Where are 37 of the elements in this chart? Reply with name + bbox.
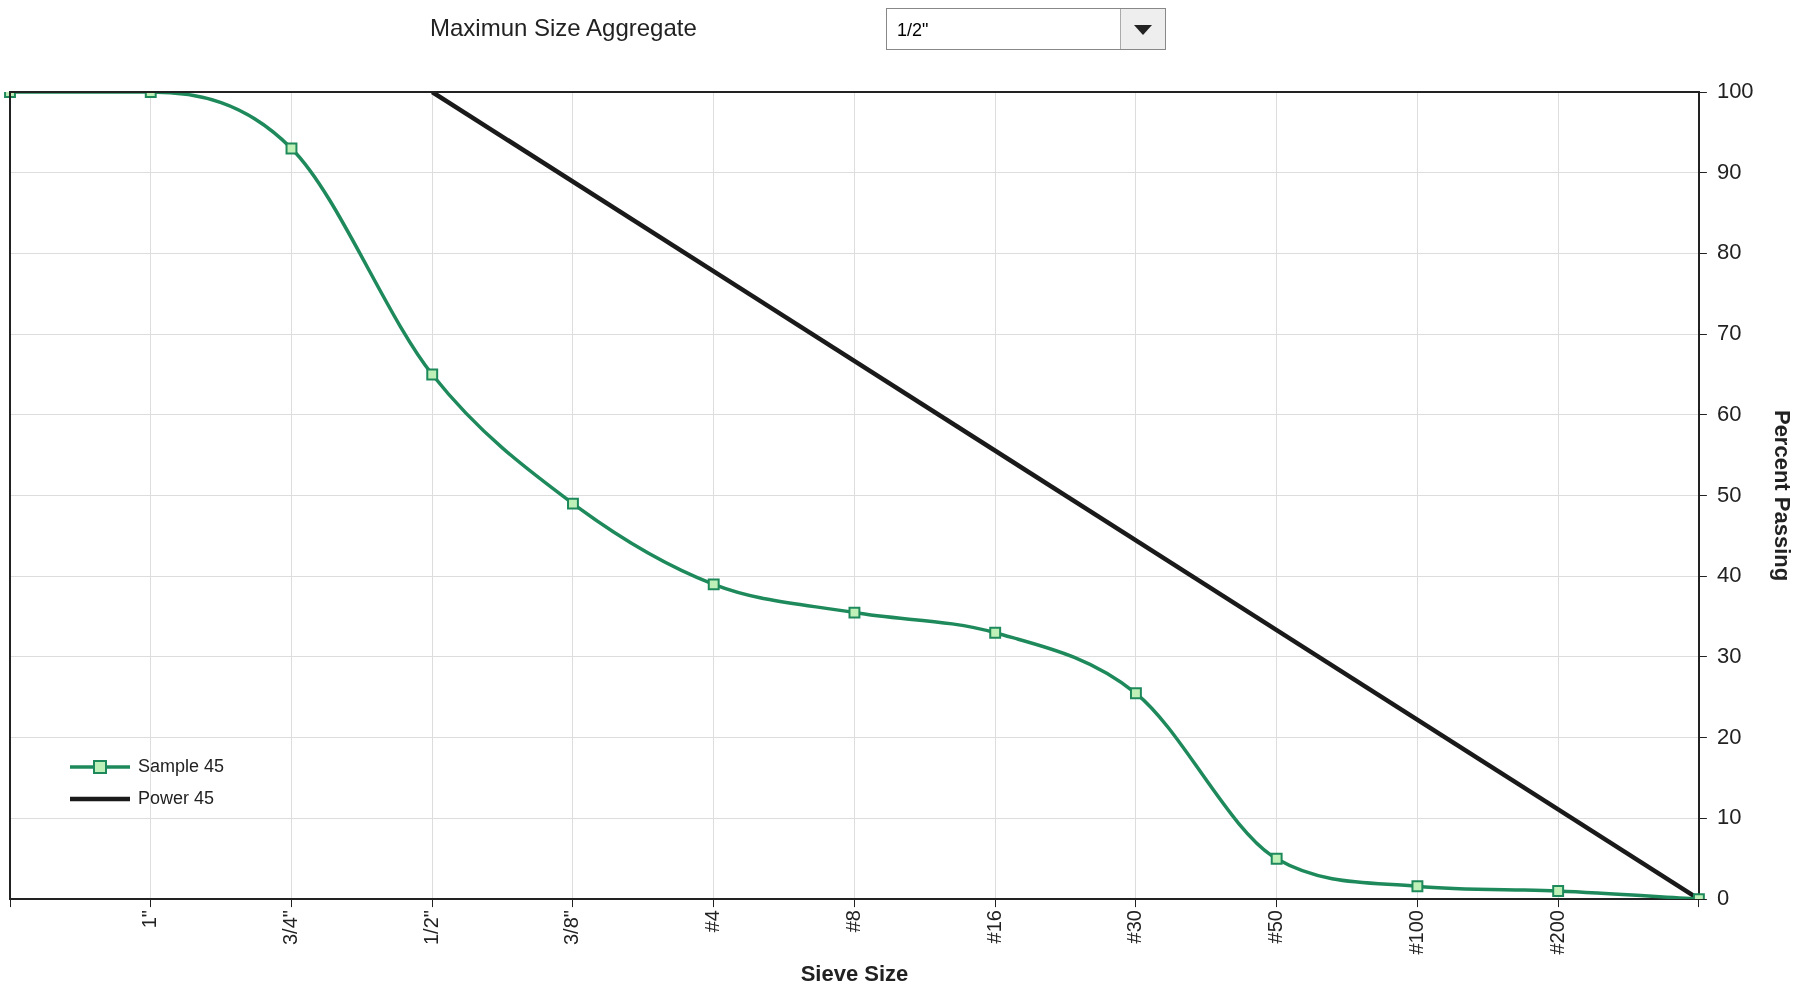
point bbox=[567, 497, 579, 510]
y-tick-label: 0 bbox=[1716, 885, 1730, 911]
x-tick-label: #8 bbox=[841, 910, 864, 933]
y-tick-label: 30 bbox=[1716, 643, 1742, 669]
point bbox=[707, 578, 720, 591]
x-tick-label: #4 bbox=[701, 910, 724, 933]
y-axis-title: Percent Passing bbox=[1769, 409, 1795, 582]
y-tick-label: 70 bbox=[1716, 320, 1742, 346]
point bbox=[989, 626, 1002, 639]
x-tick-label: 1/2" bbox=[419, 910, 442, 946]
y-tick-label: 100 bbox=[1716, 78, 1754, 104]
y-tick-label: 50 bbox=[1716, 481, 1742, 507]
legend-label: Power 45 bbox=[138, 788, 215, 809]
y-tick-label: 10 bbox=[1716, 804, 1742, 830]
x-tick-label: 3/8" bbox=[560, 910, 583, 946]
point bbox=[1270, 852, 1283, 865]
y-tick-label: 60 bbox=[1716, 400, 1742, 426]
x-tick-label: 1" bbox=[138, 910, 161, 929]
x-tick-label: #50 bbox=[1264, 910, 1287, 944]
y-tick-label: 20 bbox=[1716, 723, 1742, 749]
point bbox=[426, 368, 439, 381]
point bbox=[1129, 687, 1142, 700]
y-tick-label: 80 bbox=[1716, 239, 1742, 265]
y-tick-label: 40 bbox=[1716, 562, 1742, 588]
point bbox=[1411, 880, 1424, 893]
x-tick-label: #100 bbox=[1404, 910, 1427, 955]
legend-label: Sample 45 bbox=[138, 756, 225, 777]
chart-title: Maximun Size Aggregate bbox=[430, 14, 697, 42]
point bbox=[1552, 885, 1565, 897]
dropdown: 1/2" bbox=[886, 8, 1166, 50]
x-tick-label: #30 bbox=[1123, 910, 1146, 944]
x-tick-label: #16 bbox=[982, 910, 1005, 944]
y-tick-label: 90 bbox=[1716, 158, 1742, 184]
x-tick-label: 3/4" bbox=[279, 910, 301, 946]
point bbox=[848, 606, 861, 619]
x-tick-label: #200 bbox=[1545, 910, 1568, 955]
x-axis-title: Sieve Size bbox=[800, 960, 909, 986]
